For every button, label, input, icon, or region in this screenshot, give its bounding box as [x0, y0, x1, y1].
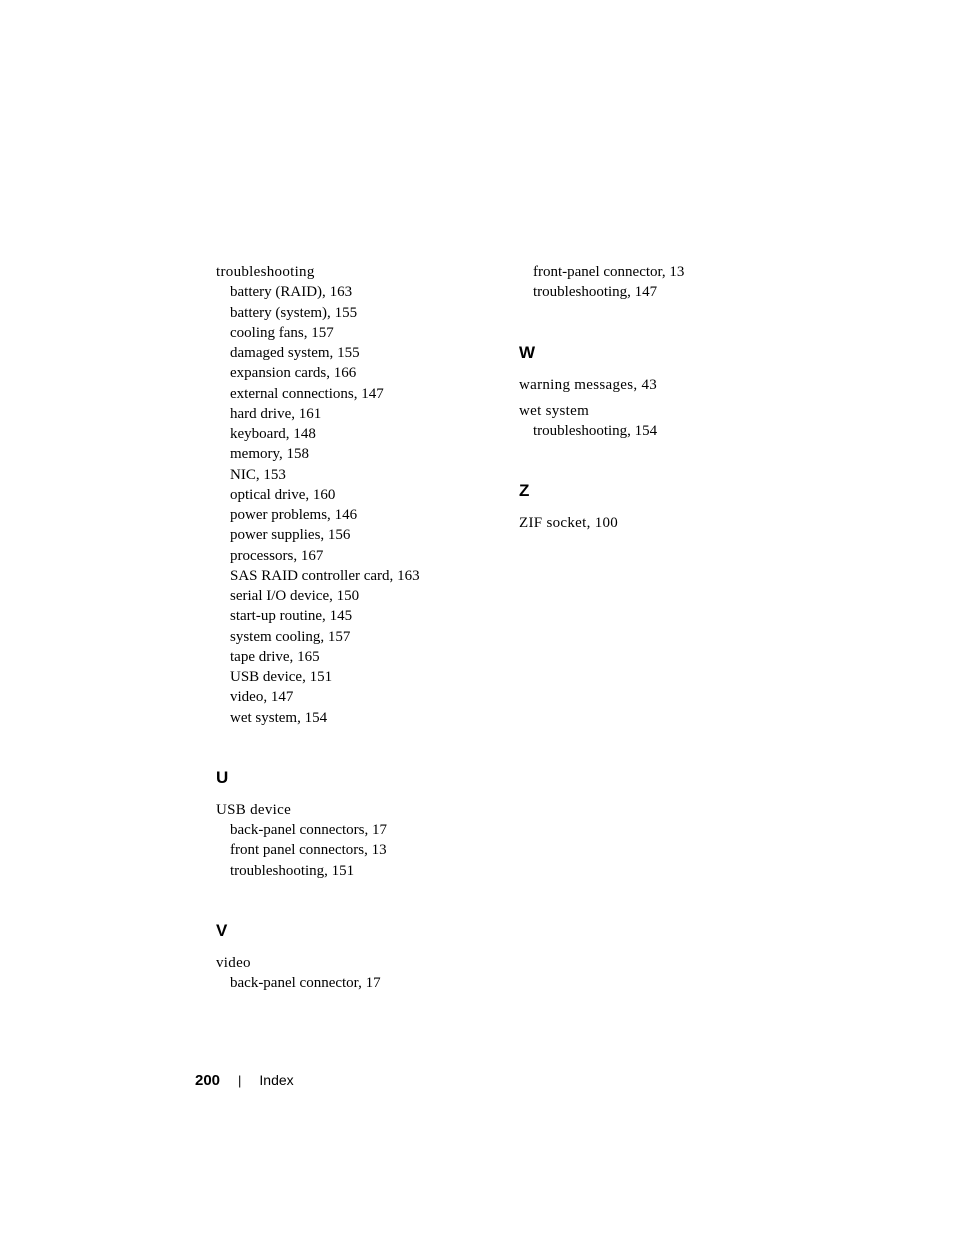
index-subentries: battery (RAID), 163 battery (system), 15…	[216, 282, 473, 728]
section-letter-u: U	[216, 768, 473, 788]
index-subentry: front panel connectors, 13	[230, 840, 473, 860]
page-reference[interactable]: 146	[335, 507, 358, 523]
page-reference[interactable]: 43	[641, 377, 657, 393]
index-subentry: start-up routine, 145	[230, 606, 473, 626]
page-reference[interactable]: 165	[297, 649, 320, 665]
page-reference[interactable]: 167	[301, 548, 324, 564]
index-subentry: memory, 158	[230, 444, 473, 464]
page-reference[interactable]: 155	[337, 345, 360, 361]
page-reference[interactable]: 157	[328, 629, 351, 645]
index-subentries: front-panel connector, 13 troubleshootin…	[519, 262, 776, 303]
index-term: USB device	[216, 800, 473, 820]
page-reference[interactable]: 158	[287, 446, 310, 462]
index-subentry: SAS RAID controller card, 163	[230, 566, 473, 586]
page-reference[interactable]: 156	[328, 527, 351, 543]
index-subentry: video, 147	[230, 687, 473, 707]
page-reference[interactable]: 17	[372, 822, 387, 838]
index-term: wet system	[519, 401, 776, 421]
page-reference[interactable]: 147	[635, 284, 658, 300]
page-reference[interactable]: 17	[366, 975, 381, 991]
index-entry-zif-socket: ZIF socket, 100	[519, 513, 776, 533]
index-subentry: battery (RAID), 163	[230, 282, 473, 302]
page-reference[interactable]: 147	[271, 689, 294, 705]
index-entry-wet-system: wet system troubleshooting, 154	[519, 401, 776, 442]
page-reference[interactable]: 154	[635, 423, 658, 439]
page-reference[interactable]: 155	[335, 305, 358, 321]
index-subentry: expansion cards, 166	[230, 363, 473, 383]
index-subentry: hard drive, 161	[230, 404, 473, 424]
page-reference[interactable]: 147	[361, 386, 384, 402]
right-column: front-panel connector, 13 troubleshootin…	[519, 262, 776, 999]
index-subentry: system cooling, 157	[230, 627, 473, 647]
page-reference[interactable]: 157	[311, 325, 334, 341]
page-reference[interactable]: 151	[332, 863, 355, 879]
index-subentry: back-panel connectors, 17	[230, 820, 473, 840]
index-entry-warning-messages: warning messages, 43	[519, 375, 776, 395]
page-reference[interactable]: 13	[669, 264, 684, 280]
index-subentry: back-panel connector, 17	[230, 973, 473, 993]
index-subentry: front-panel connector, 13	[533, 262, 776, 282]
index-term: troubleshooting	[216, 262, 473, 282]
page-number: 200	[195, 1072, 220, 1089]
section-letter-z: Z	[519, 481, 776, 501]
page-reference[interactable]: 163	[330, 284, 353, 300]
section-letter-v: V	[216, 921, 473, 941]
index-subentry: optical drive, 160	[230, 485, 473, 505]
page-reference[interactable]: 153	[263, 467, 286, 483]
page-reference[interactable]: 161	[299, 406, 322, 422]
index-subentry: tape drive, 165	[230, 647, 473, 667]
index-columns: troubleshooting battery (RAID), 163 batt…	[216, 262, 776, 999]
index-subentry: USB device, 151	[230, 667, 473, 687]
index-page: troubleshooting battery (RAID), 163 batt…	[216, 262, 776, 999]
index-subentry: wet system, 154	[230, 708, 473, 728]
index-subentry: processors, 167	[230, 546, 473, 566]
index-subentry: battery (system), 155	[230, 303, 473, 323]
page-reference[interactable]: 163	[397, 568, 420, 584]
index-subentry: external connections, 147	[230, 384, 473, 404]
footer-separator: |	[238, 1073, 241, 1088]
index-entry-video-continued: front-panel connector, 13 troubleshootin…	[519, 262, 776, 303]
page-reference[interactable]: 166	[334, 365, 357, 381]
index-subentry: troubleshooting, 147	[533, 282, 776, 302]
page-reference[interactable]: 154	[305, 710, 328, 726]
page-reference[interactable]: 100	[595, 515, 618, 531]
index-subentries: troubleshooting, 154	[519, 421, 776, 441]
index-entry-troubleshooting: troubleshooting battery (RAID), 163 batt…	[216, 262, 473, 728]
index-subentry: serial I/O device, 150	[230, 586, 473, 606]
section-letter-w: W	[519, 343, 776, 363]
index-term: video	[216, 953, 473, 973]
page-reference[interactable]: 160	[313, 487, 336, 503]
index-subentry: keyboard, 148	[230, 424, 473, 444]
index-subentry: cooling fans, 157	[230, 323, 473, 343]
index-subentries: back-panel connectors, 17 front panel co…	[216, 820, 473, 881]
index-entry-usb-device: USB device back-panel connectors, 17 fro…	[216, 800, 473, 881]
page-reference[interactable]: 13	[372, 842, 387, 858]
page-reference[interactable]: 150	[337, 588, 360, 604]
page-footer: 200 | Index	[195, 1072, 294, 1089]
index-subentry: damaged system, 155	[230, 343, 473, 363]
index-subentry: power supplies, 156	[230, 525, 473, 545]
page-reference[interactable]: 145	[330, 608, 353, 624]
index-subentry: troubleshooting, 154	[533, 421, 776, 441]
index-subentry: NIC, 153	[230, 465, 473, 485]
left-column: troubleshooting battery (RAID), 163 batt…	[216, 262, 473, 999]
index-subentries: back-panel connector, 17	[216, 973, 473, 993]
page-reference[interactable]: 151	[310, 669, 333, 685]
page-reference[interactable]: 148	[293, 426, 316, 442]
index-subentry: troubleshooting, 151	[230, 861, 473, 881]
index-subentry: power problems, 146	[230, 505, 473, 525]
footer-section-label: Index	[259, 1072, 293, 1088]
index-entry-video: video back-panel connector, 17	[216, 953, 473, 994]
